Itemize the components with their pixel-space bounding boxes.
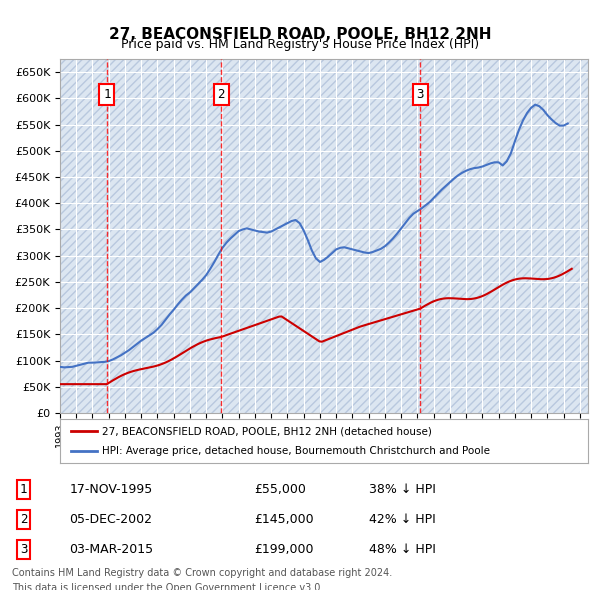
Text: 48% ↓ HPI: 48% ↓ HPI — [369, 543, 436, 556]
Text: Price paid vs. HM Land Registry's House Price Index (HPI): Price paid vs. HM Land Registry's House … — [121, 38, 479, 51]
Text: 1: 1 — [20, 483, 27, 496]
Text: 27, BEACONSFIELD ROAD, POOLE, BH12 2NH: 27, BEACONSFIELD ROAD, POOLE, BH12 2NH — [109, 27, 491, 41]
Text: 3: 3 — [20, 543, 27, 556]
Text: 2: 2 — [20, 513, 27, 526]
Text: 3: 3 — [416, 88, 424, 101]
Text: £199,000: £199,000 — [254, 543, 313, 556]
Text: 38% ↓ HPI: 38% ↓ HPI — [369, 483, 436, 496]
Text: 27, BEACONSFIELD ROAD, POOLE, BH12 2NH (detached house): 27, BEACONSFIELD ROAD, POOLE, BH12 2NH (… — [102, 427, 432, 436]
Text: 03-MAR-2015: 03-MAR-2015 — [70, 543, 154, 556]
Text: £55,000: £55,000 — [254, 483, 306, 496]
Text: 42% ↓ HPI: 42% ↓ HPI — [369, 513, 436, 526]
Text: 05-DEC-2002: 05-DEC-2002 — [70, 513, 152, 526]
Text: HPI: Average price, detached house, Bournemouth Christchurch and Poole: HPI: Average price, detached house, Bour… — [102, 446, 490, 455]
Text: 1: 1 — [103, 88, 110, 101]
Text: This data is licensed under the Open Government Licence v3.0.: This data is licensed under the Open Gov… — [12, 583, 323, 590]
Text: £145,000: £145,000 — [254, 513, 314, 526]
Text: 2: 2 — [217, 88, 225, 101]
Text: Contains HM Land Registry data © Crown copyright and database right 2024.: Contains HM Land Registry data © Crown c… — [12, 568, 392, 578]
Text: 17-NOV-1995: 17-NOV-1995 — [70, 483, 153, 496]
